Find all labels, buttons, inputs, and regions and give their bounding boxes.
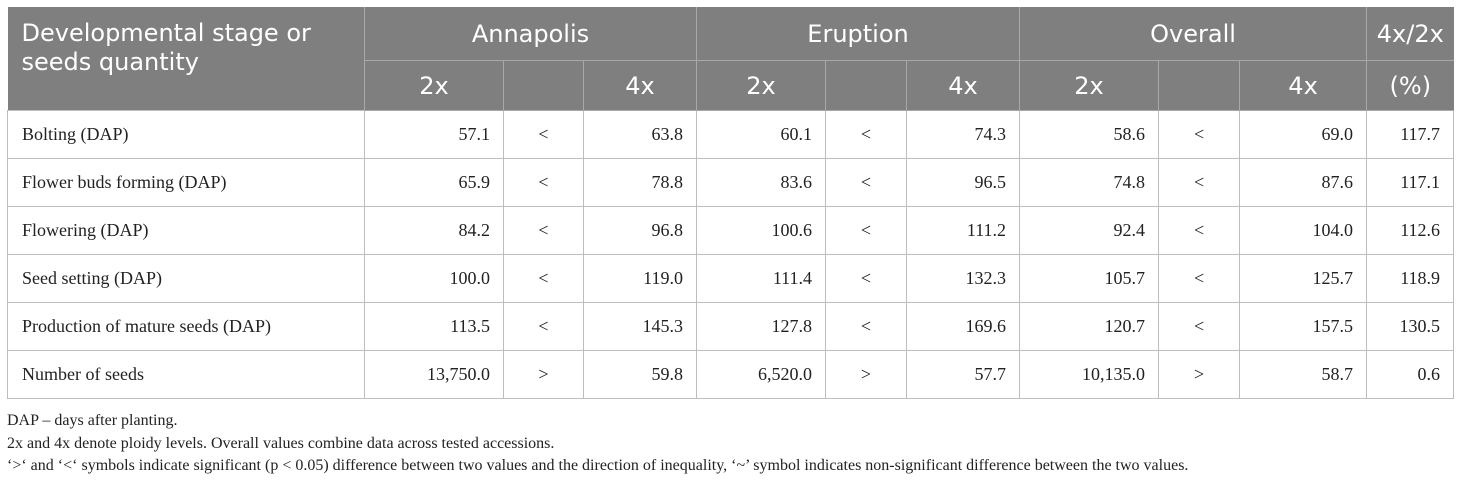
cell: 96.5 [905, 158, 1021, 207]
comparison-symbol: < [503, 302, 584, 351]
cell: 60.1 [696, 110, 826, 159]
cell: 113.5 [364, 302, 504, 351]
row-label: Bolting (DAP) [7, 110, 365, 159]
row-label: Flower buds forming (DAP) [7, 158, 365, 207]
cell: 100.6 [696, 206, 826, 255]
cell: 125.7 [1239, 254, 1368, 303]
comparison-symbol: < [825, 254, 907, 303]
ratio-cell: 130.5 [1366, 302, 1455, 351]
group-header-ratio: 4x/2x [1366, 7, 1454, 61]
cell: 59.8 [583, 350, 697, 399]
cell: 78.8 [583, 158, 697, 207]
cell: 58.6 [1019, 110, 1160, 159]
row-label: Number of seeds [7, 350, 365, 399]
cell: 63.8 [583, 110, 697, 159]
cell: 105.7 [1019, 254, 1160, 303]
table-row: Number of seeds 13,750.0 > 59.8 6,520.0 … [7, 350, 1455, 399]
footnote: ‘>‘ and ‘<‘ symbols indicate significant… [7, 457, 1189, 474]
cell: 132.3 [905, 254, 1021, 303]
cell: 104.0 [1239, 206, 1368, 255]
comparison-symbol: < [503, 254, 584, 303]
comparison-symbol: < [1158, 254, 1241, 303]
cell: 74.8 [1019, 158, 1160, 207]
ratio-cell: 118.9 [1366, 254, 1455, 303]
row-label: Seed setting (DAP) [7, 254, 365, 303]
comparison-symbol: < [825, 302, 907, 351]
comparison-symbol: > [503, 350, 584, 399]
cell: 119.0 [583, 254, 697, 303]
comparison-symbol: < [503, 206, 584, 255]
cell: 127.8 [696, 302, 826, 351]
table-row: Bolting (DAP) 57.1 < 63.8 60.1 < 74.3 58… [7, 110, 1455, 159]
cell: 74.3 [905, 110, 1021, 159]
comparison-symbol: < [825, 158, 907, 207]
cell: 120.7 [1019, 302, 1160, 351]
sub-header: (%) [1366, 60, 1454, 111]
cell: 84.2 [364, 206, 504, 255]
comparison-symbol: > [825, 350, 907, 399]
comparison-symbol: > [1158, 350, 1241, 399]
cell: 10,135.0 [1019, 350, 1160, 399]
row-label: Flowering (DAP) [7, 206, 365, 255]
comparison-symbol: < [825, 206, 907, 255]
group-header-eruption: Eruption [696, 7, 1021, 61]
stage-header: Developmental stage or seeds quantity [7, 7, 365, 111]
cell: 157.5 [1239, 302, 1368, 351]
comparison-symbol: < [503, 158, 584, 207]
cell: 69.0 [1239, 110, 1368, 159]
cell: 92.4 [1019, 206, 1160, 255]
cell: 65.9 [364, 158, 504, 207]
ratio-cell: 117.1 [1366, 158, 1455, 207]
data-table: Developmental stage or seeds quantity An… [7, 7, 1455, 399]
cell: 57.1 [364, 110, 504, 159]
table-row: Flowering (DAP) 84.2 < 96.8 100.6 < 111.… [7, 206, 1455, 255]
cell: 6,520.0 [696, 350, 826, 399]
sub-header [503, 60, 584, 111]
comparison-symbol: < [1158, 302, 1241, 351]
cell: 83.6 [696, 158, 826, 207]
comparison-symbol: < [1158, 206, 1241, 255]
row-label: Production of mature seeds (DAP) [7, 302, 365, 351]
sub-header: 4x [906, 60, 1021, 111]
comparison-symbol: < [503, 110, 584, 159]
cell: 145.3 [583, 302, 697, 351]
cell: 87.6 [1239, 158, 1368, 207]
cell: 58.7 [1239, 350, 1368, 399]
sub-header: 4x [583, 60, 697, 111]
comparison-symbol: < [1158, 110, 1241, 159]
comparison-symbol: < [1158, 158, 1241, 207]
data-table-container: Developmental stage or seeds quantity An… [7, 7, 1455, 399]
group-header-annapolis: Annapolis [364, 7, 697, 61]
sub-header: 2x [1019, 60, 1160, 111]
cell: 111.4 [696, 254, 826, 303]
ratio-cell: 112.6 [1366, 206, 1455, 255]
sub-header: 2x [364, 60, 504, 111]
group-header-overall: Overall [1019, 7, 1368, 61]
table-footnotes: DAP – days after planting. 2x and 4x den… [7, 410, 1188, 478]
cell: 57.7 [905, 350, 1021, 399]
footnote: DAP – days after planting. [7, 412, 178, 429]
cell: 13,750.0 [364, 350, 504, 399]
sub-header [825, 60, 907, 111]
ratio-cell: 0.6 [1366, 350, 1455, 399]
table-row: Production of mature seeds (DAP) 113.5 <… [7, 302, 1455, 351]
sub-header: 2x [696, 60, 826, 111]
cell: 111.2 [905, 206, 1021, 255]
comparison-symbol: < [825, 110, 907, 159]
cell: 169.6 [905, 302, 1021, 351]
cell: 96.8 [583, 206, 697, 255]
table-row: Flower buds forming (DAP) 65.9 < 78.8 83… [7, 158, 1455, 207]
cell: 100.0 [364, 254, 504, 303]
sub-header: 4x [1239, 60, 1368, 111]
footnote: 2x and 4x denote ploidy levels. Overall … [7, 434, 555, 452]
table-row: Seed setting (DAP) 100.0 < 119.0 111.4 <… [7, 254, 1455, 303]
ratio-cell: 117.7 [1366, 110, 1455, 159]
sub-header [1158, 60, 1241, 111]
